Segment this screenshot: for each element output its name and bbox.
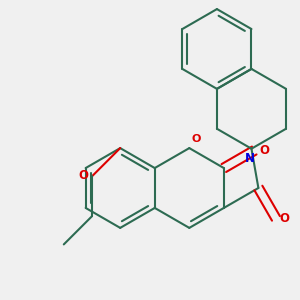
Text: O: O <box>259 144 269 157</box>
Text: O: O <box>280 212 290 225</box>
Text: O: O <box>78 169 88 182</box>
Text: O: O <box>191 134 201 144</box>
Text: N: N <box>244 152 255 165</box>
